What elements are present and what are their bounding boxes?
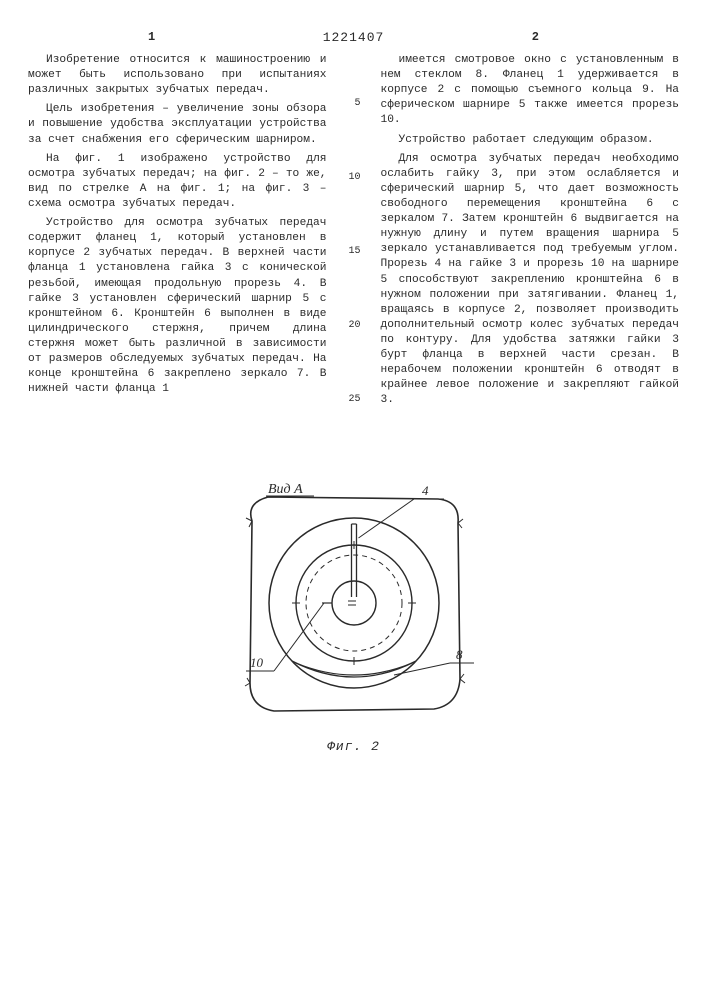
figure-2-svg: Вид А 4 10 8 xyxy=(204,453,504,733)
left-column: Изобретение относится к машиностроению и… xyxy=(28,53,327,413)
line-number: 25 xyxy=(348,393,360,407)
svg-text:8: 8 xyxy=(456,647,463,662)
document-number: 1221407 xyxy=(323,30,385,45)
page-header: 1 1221407 2 xyxy=(28,30,679,45)
left-paragraph-1: Изобретение относится к машиностроению и… xyxy=(28,53,327,98)
right-paragraph-3: Для осмотра зубчатых передач необходимо … xyxy=(381,152,680,409)
line-number: 15 xyxy=(348,245,360,259)
left-paragraph-2: Цель изобретения – увеличение зоны обзор… xyxy=(28,102,327,147)
right-column: имеется смотровое окно с установленным в… xyxy=(381,53,680,413)
line-number: 20 xyxy=(348,319,360,333)
line-number-gutter: 5 10 15 20 25 xyxy=(345,53,363,413)
page: 1 1221407 2 Изобретение относится к маши… xyxy=(0,0,707,1000)
column-number-left: 1 xyxy=(148,30,155,44)
svg-text:Вид А: Вид А xyxy=(268,482,303,497)
right-paragraph-1: имеется смотровое окно с установленным в… xyxy=(381,53,680,129)
left-paragraph-3: На фиг. 1 изображено устройство для осмо… xyxy=(28,152,327,212)
line-number: 10 xyxy=(348,171,360,185)
svg-text:4: 4 xyxy=(422,483,429,498)
figure-2-caption: Фиг. 2 xyxy=(28,739,679,754)
line-number: 5 xyxy=(354,97,360,111)
left-paragraph-4: Устройство для осмотра зубчатых передач … xyxy=(28,216,327,397)
svg-text:10: 10 xyxy=(250,655,264,670)
figure-2: Вид А 4 10 8 Фиг. 2 xyxy=(28,453,679,754)
right-paragraph-2: Устройство работает следующим образом. xyxy=(381,133,680,148)
text-columns: Изобретение относится к машиностроению и… xyxy=(28,53,679,413)
column-number-right: 2 xyxy=(532,30,539,44)
